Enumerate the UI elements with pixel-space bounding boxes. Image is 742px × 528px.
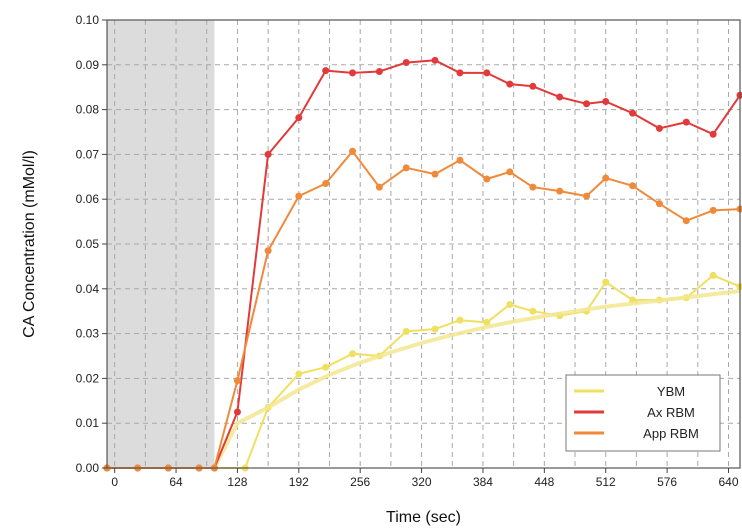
- shaded-region: [107, 20, 215, 468]
- data-point: [629, 182, 637, 190]
- data-point: [295, 192, 303, 200]
- x-tick-label: 64: [169, 475, 183, 489]
- data-point: [655, 124, 663, 132]
- data-point: [295, 370, 303, 378]
- data-point: [709, 271, 717, 279]
- x-tick-label: 512: [596, 475, 616, 489]
- x-axis-ticks: 0 64 128 192 256 320 384 448 512 576 640: [111, 468, 739, 489]
- data-point: [483, 69, 491, 77]
- data-point: [506, 300, 514, 308]
- data-point: [709, 130, 717, 138]
- data-point: [431, 56, 439, 64]
- series-group: [103, 56, 742, 472]
- x-tick-label: 640: [718, 475, 738, 489]
- data-point: [736, 205, 742, 213]
- y-tick-label: 0.10: [76, 13, 100, 27]
- series-line-1: [212, 289, 741, 469]
- x-tick-label: 448: [534, 475, 554, 489]
- data-point: [402, 59, 410, 67]
- x-tick-label: 320: [412, 475, 432, 489]
- data-point: [295, 114, 303, 122]
- data-point: [456, 156, 464, 164]
- data-point: [506, 168, 514, 176]
- data-point: [349, 147, 357, 155]
- y-tick-label: 0.09: [76, 58, 100, 72]
- legend: YBM Ax RBM App RBM: [565, 374, 721, 452]
- data-point: [629, 109, 637, 117]
- data-point: [483, 318, 491, 326]
- y-tick-label: 0.07: [76, 147, 100, 161]
- data-point: [602, 98, 610, 106]
- data-point: [349, 69, 357, 77]
- y-tick-label: 0.06: [76, 192, 100, 206]
- data-point: [655, 200, 663, 208]
- data-point: [264, 247, 272, 255]
- y-tick-label: 0.05: [76, 237, 100, 251]
- data-point: [456, 69, 464, 77]
- data-point: [583, 100, 591, 108]
- data-point: [602, 174, 610, 182]
- y-tick-label: 0.08: [76, 103, 100, 117]
- y-tick-label: 0.01: [76, 416, 100, 430]
- data-point: [583, 192, 591, 200]
- x-tick-label: 576: [657, 475, 677, 489]
- data-point: [375, 183, 383, 191]
- data-point: [602, 278, 610, 286]
- y-axis-label: CA Concentration (mMol/l): [21, 150, 38, 338]
- data-point: [736, 91, 742, 99]
- data-point: [402, 327, 410, 335]
- x-tick-label: 192: [289, 475, 309, 489]
- data-point: [233, 408, 241, 416]
- y-tick-label: 0.02: [76, 371, 100, 385]
- data-point: [682, 118, 690, 126]
- data-point: [456, 316, 464, 324]
- data-point: [375, 68, 383, 76]
- y-tick-label: 0.00: [76, 461, 100, 475]
- baseline-shade: [107, 20, 215, 468]
- data-point: [709, 206, 717, 214]
- gridlines: [107, 19, 740, 468]
- data-point: [233, 377, 241, 385]
- data-point: [682, 217, 690, 225]
- legend-label: App RBM: [643, 426, 699, 441]
- x-tick-label: 384: [473, 475, 493, 489]
- y-axis-ticks: 0.00 0.01 0.02 0.03 0.04 0.05 0.06 0.07 0.08 0.09…: [76, 13, 107, 475]
- data-point: [264, 150, 272, 158]
- y-tick-label: 0.03: [76, 327, 100, 341]
- data-point: [556, 93, 564, 101]
- data-point: [322, 180, 330, 188]
- data-point: [483, 175, 491, 183]
- data-point: [506, 80, 514, 88]
- legend-label: Ax RBM: [647, 405, 695, 420]
- data-point: [529, 183, 537, 191]
- x-tick-label: 0: [111, 475, 118, 489]
- y-tick-label: 0.04: [76, 282, 100, 296]
- data-point: [736, 283, 742, 291]
- x-tick-label: 256: [350, 475, 370, 489]
- data-point: [402, 164, 410, 172]
- x-axis-label: Time (sec): [386, 509, 461, 526]
- data-point: [349, 350, 357, 358]
- x-tick-label: 128: [227, 475, 247, 489]
- data-point: [556, 187, 564, 195]
- data-point: [431, 325, 439, 333]
- data-point: [322, 67, 330, 75]
- data-point: [529, 82, 537, 90]
- data-point: [322, 363, 330, 371]
- legend-label: YBM: [657, 384, 685, 399]
- data-point: [529, 307, 537, 315]
- data-point: [431, 170, 439, 178]
